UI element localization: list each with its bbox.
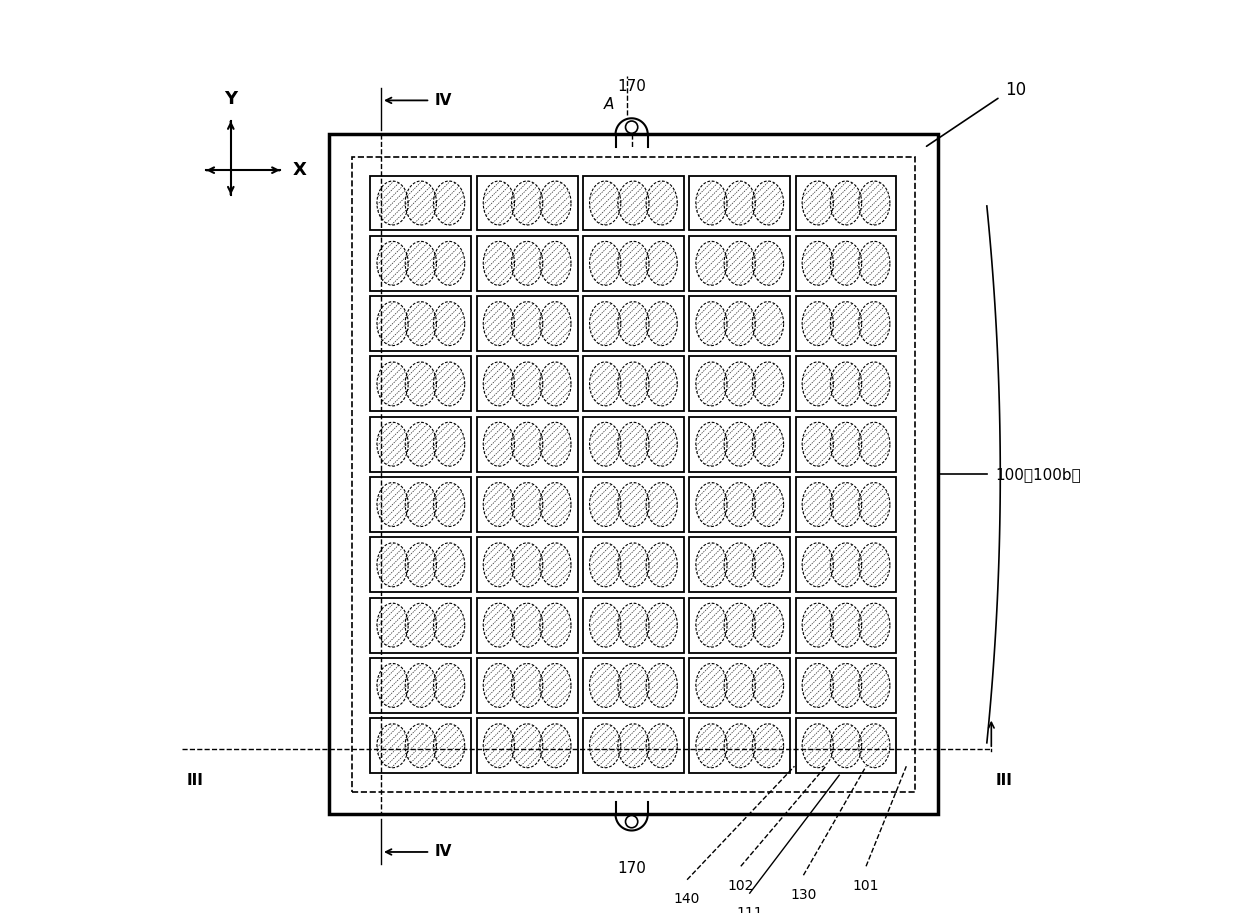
Bar [476,658,578,713]
Bar [689,538,790,593]
Bar [583,236,684,291]
Bar [476,175,578,230]
Bar [371,719,471,773]
Bar [689,356,790,412]
Bar [476,236,578,291]
Bar [583,477,684,532]
Text: 130: 130 [790,887,817,902]
Bar [476,416,578,472]
Text: IV: IV [435,93,453,108]
Bar [476,356,578,412]
Text: Y: Y [224,90,237,109]
Text: 10: 10 [1004,80,1025,99]
Bar [476,719,578,773]
Bar [796,538,897,593]
Bar [371,477,471,532]
Text: X: X [293,162,306,179]
Bar [352,157,915,792]
Bar [796,658,897,713]
Bar [371,356,471,412]
Text: III: III [186,773,203,788]
Bar [689,175,790,230]
Bar [796,719,897,773]
Bar [796,477,897,532]
Bar [689,719,790,773]
Bar [371,236,471,291]
Bar [796,598,897,653]
Bar [583,719,684,773]
Bar [689,236,790,291]
Bar [476,296,578,352]
Circle shape [625,121,637,133]
Bar [371,538,471,593]
Text: 170: 170 [618,79,646,94]
Text: 100（100b）: 100（100b） [996,467,1081,482]
Bar [689,416,790,472]
Bar [689,598,790,653]
Bar [583,175,684,230]
Bar [583,416,684,472]
Text: 102: 102 [728,879,754,893]
Bar [796,236,897,291]
Bar [371,175,471,230]
Text: 101: 101 [853,879,879,893]
Bar [371,416,471,472]
Bar [583,598,684,653]
Bar [371,296,471,352]
Bar [476,598,578,653]
Bar [583,296,684,352]
Bar [371,658,471,713]
Text: III: III [996,773,1013,788]
Circle shape [625,815,637,828]
Bar [583,356,684,412]
Bar [689,477,790,532]
Bar [796,175,897,230]
Bar [583,538,684,593]
Bar [689,296,790,352]
Bar [796,356,897,412]
Text: 111: 111 [737,906,763,913]
Bar [476,477,578,532]
Bar [476,538,578,593]
Bar [329,134,937,814]
Bar [689,658,790,713]
Text: 140: 140 [673,892,701,907]
Text: A: A [604,97,615,112]
Bar [796,416,897,472]
Bar [583,658,684,713]
Bar [371,598,471,653]
Bar [796,296,897,352]
Text: 170: 170 [618,861,646,876]
Text: IV: IV [435,845,453,859]
